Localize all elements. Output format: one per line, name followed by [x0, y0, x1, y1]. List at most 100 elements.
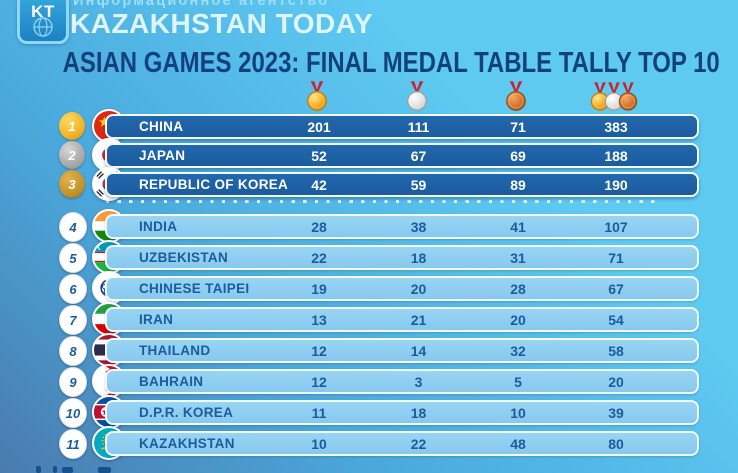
country-name: BAHRAIN: [139, 374, 204, 389]
rank-number: 3: [68, 176, 76, 192]
rank-number: 4: [69, 219, 77, 235]
row-bar: D.P.R. KOREA 11 18 10 39: [105, 400, 699, 425]
gold-count: 22: [311, 249, 327, 266]
gold-count: 52: [311, 147, 327, 164]
gold-count: 19: [311, 280, 327, 297]
bronze-count: 28: [510, 280, 526, 297]
bronze-count: 41: [510, 218, 526, 235]
total-count: 67: [608, 280, 624, 297]
table-row-japan: 2 JAPAN 52 67 69 188: [0, 138, 738, 172]
silver-count: 59: [410, 176, 427, 193]
gold-count: 42: [311, 176, 327, 193]
rank-badge: 3: [59, 170, 85, 198]
silver-count: 38: [410, 218, 427, 235]
silver-count: 20: [410, 280, 427, 297]
bronze-count: 48: [510, 435, 526, 452]
total-count: 39: [608, 404, 624, 421]
rank-number: 6: [69, 281, 77, 297]
row-bar: KAZAKHSTAN 10 22 48 80: [105, 431, 699, 456]
bronze-medal-icon: [466, 80, 566, 113]
total-count: 190: [604, 176, 628, 193]
table-row-kazakhstan: 11 KAZAKHSTAN 10 22 48 80: [0, 426, 738, 460]
rank-number: 7: [69, 312, 77, 328]
country-name: IRAN: [139, 312, 174, 327]
total-count: 71: [608, 249, 624, 266]
table-row-uzbekistan: 5 UZBEKISTAN 22 18 31 71: [0, 240, 738, 274]
table-row-india: 4 INDIA 28 38 41 107: [0, 209, 738, 243]
bronze-count: 5: [514, 373, 522, 390]
bronze-count: 31: [510, 249, 526, 266]
country-name: CHINA: [139, 119, 184, 134]
silver-count: 3: [414, 373, 423, 390]
table-row-thailand: 8 THAILAND 12 14 32 58: [0, 333, 738, 367]
rank-badge: 2: [59, 141, 85, 169]
column-headers: [105, 80, 699, 113]
rank-badge: 9: [59, 367, 87, 397]
rank-number: 11: [66, 436, 80, 452]
country-name: JAPAN: [139, 148, 186, 163]
country-name: INDIA: [139, 219, 178, 234]
rank-badge: 10: [59, 398, 87, 428]
rank-badge: 8: [59, 336, 87, 366]
country-name: UZBEKISTAN: [139, 250, 228, 265]
globe-icon: [31, 16, 55, 43]
header-spacer: [662, 80, 699, 113]
total-medals-icon: [566, 80, 662, 113]
kt-logo-text: KT: [31, 2, 55, 21]
total-count: 188: [604, 147, 628, 164]
rank-badge: 11: [59, 429, 87, 459]
rank-number: 9: [69, 374, 77, 390]
rank-number: 10: [65, 405, 81, 421]
table-row-chinese-taipei: 6 CHINESE TAIPEI 19 20 28 67: [0, 271, 738, 305]
kt-logo: KT: [17, 0, 69, 44]
dotted-divider: [106, 200, 655, 204]
silver-count: 22: [410, 435, 427, 452]
total-count: 80: [608, 435, 624, 452]
bronze-count: 20: [510, 311, 526, 328]
brand-name: KAZAKHSTAN TODAY: [70, 8, 374, 39]
table-row-south-korea: 3 REPUBLIC OF KOREA 42 59 89 190: [0, 167, 738, 201]
table-row-iran: 7 IRAN 13 21 20 54: [0, 302, 738, 336]
rank-badge: 7: [59, 305, 87, 335]
silver-count: 18: [410, 249, 427, 266]
country-name: THAILAND: [139, 343, 211, 358]
silver-count: 67: [410, 147, 427, 164]
rank-number: 2: [68, 147, 76, 163]
page-title: ASIAN GAMES 2023: FINAL MEDAL TABLE TALL…: [62, 47, 720, 79]
rank-number: 5: [69, 250, 77, 266]
gold-count: 12: [311, 342, 327, 359]
table-row-china: 1 CHINA 201 111 71 383: [0, 109, 738, 143]
country-name: KAZAKHSTAN: [139, 436, 235, 451]
country-name: REPUBLIC OF KOREA: [139, 177, 289, 192]
bronze-count: 69: [510, 147, 526, 164]
row-bar: CHINESE TAIPEI 19 20 28 67: [105, 276, 699, 301]
rank-badge: 5: [59, 243, 87, 273]
gold-count: 11: [311, 404, 327, 421]
rank-number: 1: [68, 118, 76, 134]
total-count: 107: [604, 218, 628, 235]
bronze-count: 71: [510, 118, 526, 135]
row-bar: INDIA 28 38 41 107: [105, 214, 699, 239]
bronze-count: 32: [510, 342, 526, 359]
rank-badge: 4: [59, 212, 87, 242]
gold-count: 201: [307, 118, 331, 135]
row-bar: JAPAN 52 67 69 188: [105, 143, 699, 168]
table-row-dpr-korea: 10 D.P.R. KOREA 11 18 10 39: [0, 395, 738, 429]
row-bar: CHINA 201 111 71 383: [105, 114, 699, 139]
gold-count: 28: [311, 218, 327, 235]
gold-count: 10: [311, 435, 327, 452]
country-name: D.P.R. KOREA: [139, 405, 234, 420]
country-column-spacer: [105, 80, 267, 113]
gold-count: 12: [311, 373, 327, 390]
row-bar: THAILAND 12 14 32 58: [105, 338, 699, 363]
gold-medal-icon: [267, 80, 367, 113]
rank-number: 8: [69, 343, 77, 359]
row-bar: BAHRAIN 12 3 5 20: [105, 369, 699, 394]
silver-medal-icon: [367, 80, 466, 113]
total-count: 383: [604, 118, 628, 135]
rank-badge: 6: [59, 274, 87, 304]
row-bar: IRAN 13 21 20 54: [105, 307, 699, 332]
silver-count: 14: [410, 342, 427, 359]
silver-count: 18: [410, 404, 427, 421]
